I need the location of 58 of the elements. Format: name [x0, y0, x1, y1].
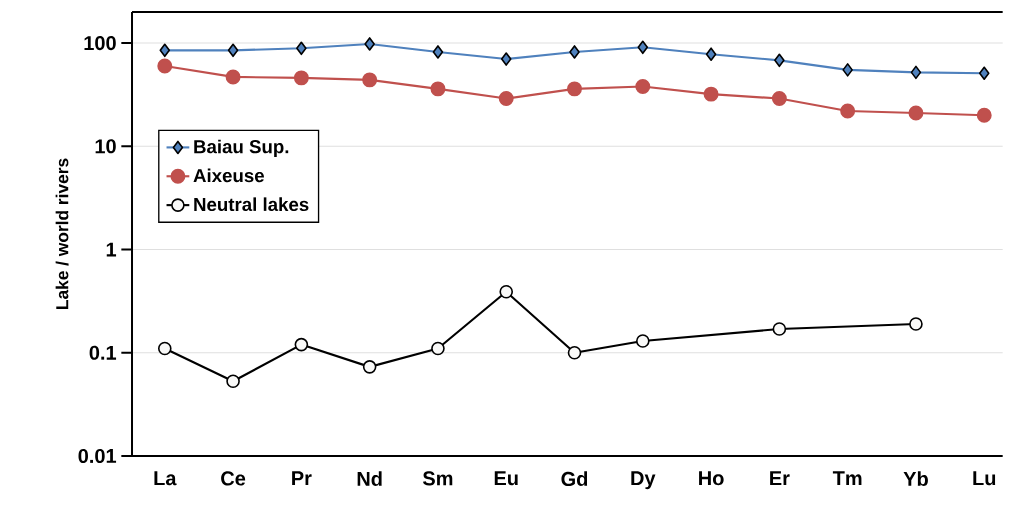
y-tick-label: 10	[95, 139, 116, 154]
point	[296, 41, 307, 56]
point	[430, 81, 446, 97]
point	[293, 70, 309, 86]
point	[637, 40, 649, 55]
point	[157, 341, 172, 356]
y-tick-label: 1	[106, 242, 117, 257]
point	[364, 37, 375, 51]
y-tick-label: 0.1	[89, 345, 117, 360]
point	[362, 360, 377, 374]
y-axis-title: Lake / world rivers	[55, 158, 69, 309]
point	[703, 86, 719, 102]
x-tick-label: Dy	[631, 471, 656, 490]
point	[226, 374, 240, 389]
x-tick-label: Nd	[357, 471, 382, 487]
point	[157, 58, 173, 74]
y-tick-label: 100	[84, 35, 116, 51]
point	[774, 53, 785, 68]
point	[227, 43, 239, 58]
legend-label: Baiau Sup.	[194, 139, 289, 158]
point	[499, 284, 514, 299]
point	[840, 103, 856, 119]
x-tick-label: Er	[770, 471, 790, 486]
point	[567, 345, 582, 360]
point	[908, 105, 924, 121]
x-tick-label: Ce	[221, 471, 246, 486]
x-tick-label: Pr	[292, 471, 312, 486]
point	[842, 63, 853, 77]
point	[772, 322, 787, 336]
x-tick-label: Yb	[903, 471, 928, 487]
point	[771, 91, 787, 107]
x-tick-label: Gd	[561, 471, 588, 487]
point	[910, 65, 922, 80]
point	[636, 334, 650, 348]
point	[635, 78, 651, 94]
point	[976, 107, 992, 123]
point	[432, 45, 444, 59]
legend-label: Neutral lakes	[194, 197, 309, 212]
legend-label: Aixeuse	[193, 168, 264, 183]
x-tick-label: Sm	[422, 471, 453, 486]
x-tick-label: Lu	[973, 471, 996, 486]
x-tick-label: Eu	[494, 471, 518, 486]
y-tick-label: 0.01	[78, 448, 117, 464]
point	[294, 337, 309, 352]
point	[569, 45, 580, 59]
point	[431, 341, 445, 356]
point	[225, 69, 241, 85]
point	[705, 47, 717, 61]
point	[362, 72, 378, 88]
point	[978, 66, 990, 81]
point	[159, 43, 171, 58]
point	[498, 91, 514, 107]
point	[500, 52, 512, 66]
point	[909, 317, 923, 331]
point	[567, 81, 582, 97]
x-tick-label: Tm	[832, 471, 862, 486]
x-tick-label: La	[154, 471, 177, 486]
x-tick-label: Ho	[699, 471, 724, 486]
